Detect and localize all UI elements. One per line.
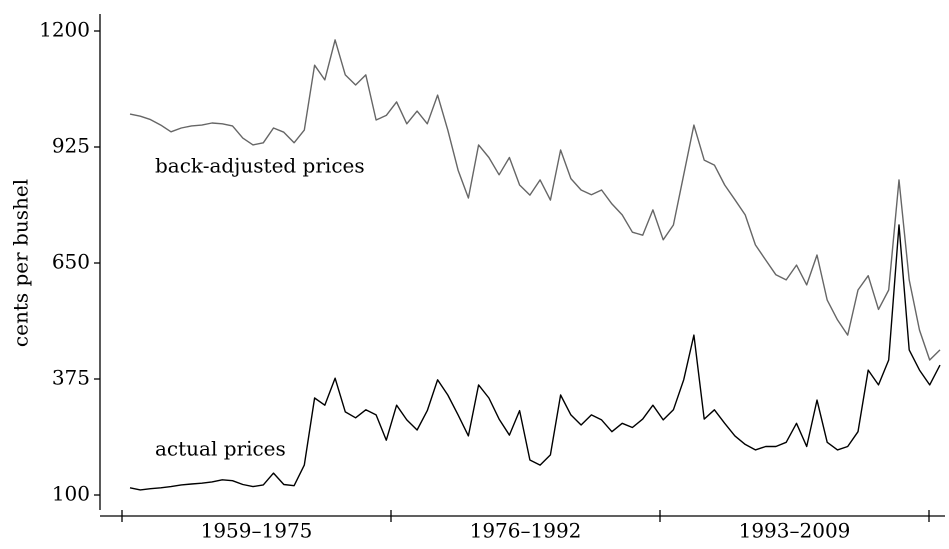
series-label: back-adjusted prices	[155, 154, 365, 178]
y-axis-label: cents per bushel	[9, 179, 33, 347]
x-tick-label: 1959–1975	[201, 519, 313, 543]
x-tick-label: 1976–1992	[470, 519, 582, 543]
y-tick-label: 925	[52, 134, 90, 158]
x-tick-label: 1993–2009	[739, 519, 851, 543]
y-tick-label: 1200	[39, 18, 90, 42]
y-tick-label: 375	[52, 366, 90, 390]
line	[129, 224, 941, 491]
line	[129, 39, 941, 361]
series-label: actual prices	[155, 437, 286, 461]
y-tick-label: 650	[52, 250, 90, 274]
y-tick-label: 100	[52, 482, 90, 506]
